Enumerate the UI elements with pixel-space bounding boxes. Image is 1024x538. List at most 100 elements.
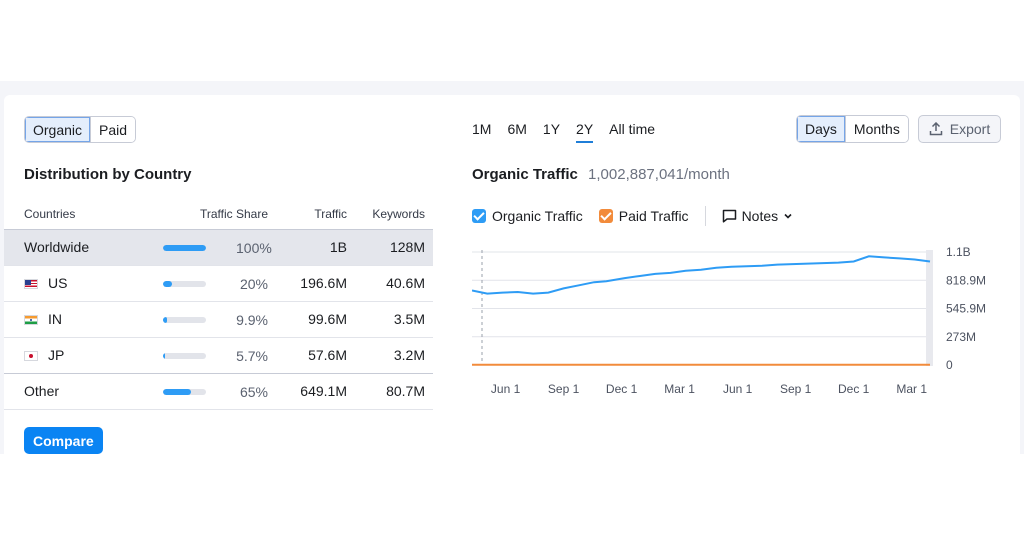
share-cell: 9.9% (106, 300, 276, 337)
x-tick-label: Jun 1 (723, 382, 753, 396)
table-row-in[interactable]: IN 9.9% 99.6M 3.5M (4, 300, 433, 337)
keywords-link[interactable]: 3.5M (355, 300, 433, 337)
share-bar-fill (163, 281, 172, 287)
chart-legend: Organic Traffic Paid Traffic Notes (472, 206, 793, 226)
country-name: Other (24, 383, 60, 399)
share-percent: 5.7% (236, 348, 268, 364)
share-bar (163, 389, 206, 395)
paid-toggle-button[interactable]: Paid (90, 117, 136, 142)
export-button[interactable]: Export (918, 115, 1001, 143)
export-label: Export (949, 121, 991, 137)
traffic-link[interactable]: 57.6M (276, 336, 355, 373)
traffic-link[interactable]: 196.6M (276, 264, 355, 301)
legend-paid-traffic[interactable]: Paid Traffic (598, 208, 689, 224)
column-header-traffic-share[interactable]: Traffic Share (199, 207, 268, 222)
compare-button[interactable]: Compare (24, 427, 103, 454)
keywords-value: 128M (355, 228, 433, 265)
table-row-us[interactable]: US 20% 196.6M 40.6M (4, 264, 433, 301)
y-tick-label: 0 (946, 358, 953, 372)
share-bar-fill (163, 389, 191, 395)
distribution-table: Countries Traffic Share Traffic Keywords… (4, 200, 433, 410)
organic-toggle-button[interactable]: Organic (25, 117, 91, 142)
country-name: JP (48, 347, 65, 363)
period-6m[interactable]: 6M (507, 121, 527, 137)
y-tick-label: 1.1B (946, 245, 971, 259)
organic-traffic-line (472, 255, 931, 295)
table-header-row: Countries Traffic Share Traffic Keywords (4, 200, 433, 229)
share-bar (163, 281, 206, 287)
country-cell: Worldwide (4, 228, 106, 265)
organic-paid-toggle: Organic Paid (24, 116, 137, 143)
jp-flag-icon (24, 351, 38, 362)
share-cell: 20% (106, 264, 276, 301)
period-2y[interactable]: 2Y (576, 121, 594, 143)
x-tick-label: Sep 1 (780, 382, 812, 396)
keywords-link[interactable]: 3.2M (355, 336, 433, 373)
x-tick-label: Jun 1 (491, 382, 521, 396)
country-name: US (48, 275, 68, 291)
x-axis-ticks: Jun 1 Sep 1 Dec 1 Mar 1 Jun 1 Sep 1 Dec 1 Mar 1 (491, 382, 927, 396)
us-flag-icon (24, 279, 38, 290)
legend-paid-label: Paid Traffic (618, 208, 689, 224)
y-axis-ticks: 1.1B 818.9M 545.9M 273M 0 (946, 245, 986, 372)
share-bar-fill (163, 353, 166, 359)
distribution-title: Distribution by Country (24, 166, 192, 183)
share-percent: 20% (239, 276, 268, 292)
column-header-countries[interactable]: Countries (24, 207, 76, 222)
traffic-value: 1,002,887,041/month (588, 166, 730, 183)
notes-label: Notes (741, 208, 779, 224)
keywords-value: 80.7M (355, 372, 433, 410)
share-bar-fill (163, 317, 168, 323)
chevron-down-icon (784, 213, 792, 219)
share-bar (163, 245, 206, 251)
legend-divider (704, 206, 706, 226)
notes-icon (722, 209, 736, 223)
share-cell: 65% (106, 372, 276, 410)
period-1y[interactable]: 1Y (542, 121, 561, 137)
traffic-header: Organic Traffic 1,002,887,041/month (472, 166, 730, 183)
y-tick-label: 273M (946, 330, 976, 344)
organic-checkbox-icon[interactable] (472, 209, 486, 223)
table-row-worldwide[interactable]: Worldwide 100% 1B 128M (4, 228, 433, 265)
y-tick-label: 545.9M (946, 302, 986, 316)
country-name: IN (48, 311, 62, 327)
export-icon (929, 122, 943, 136)
table-row-other[interactable]: Other 65% 649.1M 80.7M (4, 372, 433, 410)
country-cell: JP (4, 336, 106, 373)
notes-dropdown[interactable]: Notes (722, 208, 794, 224)
share-cell: 5.7% (106, 336, 276, 373)
months-button[interactable]: Months (844, 116, 908, 142)
chart-scroll-handle[interactable] (926, 250, 933, 366)
share-percent: 100% (236, 240, 272, 256)
country-cell: IN (4, 300, 106, 337)
period-1m[interactable]: 1M (472, 121, 492, 137)
traffic-title: Organic Traffic (472, 166, 578, 183)
period-selector: 1M 6M 1Y 2Y All time (472, 121, 671, 143)
x-tick-label: Dec 1 (606, 382, 638, 396)
paid-checkbox-icon[interactable] (598, 209, 613, 223)
x-tick-label: Mar 1 (664, 382, 695, 396)
legend-organic-traffic[interactable]: Organic Traffic (472, 208, 583, 224)
share-bar-fill (163, 245, 206, 251)
granularity-toggle: Days Months (796, 115, 909, 143)
share-bar (163, 353, 206, 359)
in-flag-icon (24, 315, 38, 326)
days-button[interactable]: Days (797, 116, 845, 142)
period-all-time[interactable]: All time (609, 121, 656, 137)
share-percent: 65% (239, 384, 268, 400)
column-header-keywords[interactable]: Keywords (372, 207, 425, 222)
country-cell: Other (4, 372, 106, 410)
x-tick-label: Sep 1 (548, 382, 580, 396)
traffic-link[interactable]: 99.6M (276, 300, 355, 337)
country-cell: US (4, 264, 106, 301)
traffic-value: 649.1M (276, 372, 355, 410)
column-header-traffic[interactable]: Traffic (314, 207, 347, 222)
y-tick-label: 818.9M (946, 273, 986, 287)
table-row-jp[interactable]: JP 5.7% 57.6M 3.2M (4, 336, 433, 373)
share-percent: 9.9% (236, 312, 268, 328)
traffic-value: 1B (276, 228, 355, 265)
x-tick-label: Dec 1 (838, 382, 870, 396)
keywords-link[interactable]: 40.6M (355, 264, 433, 301)
share-cell: 100% (106, 228, 276, 265)
